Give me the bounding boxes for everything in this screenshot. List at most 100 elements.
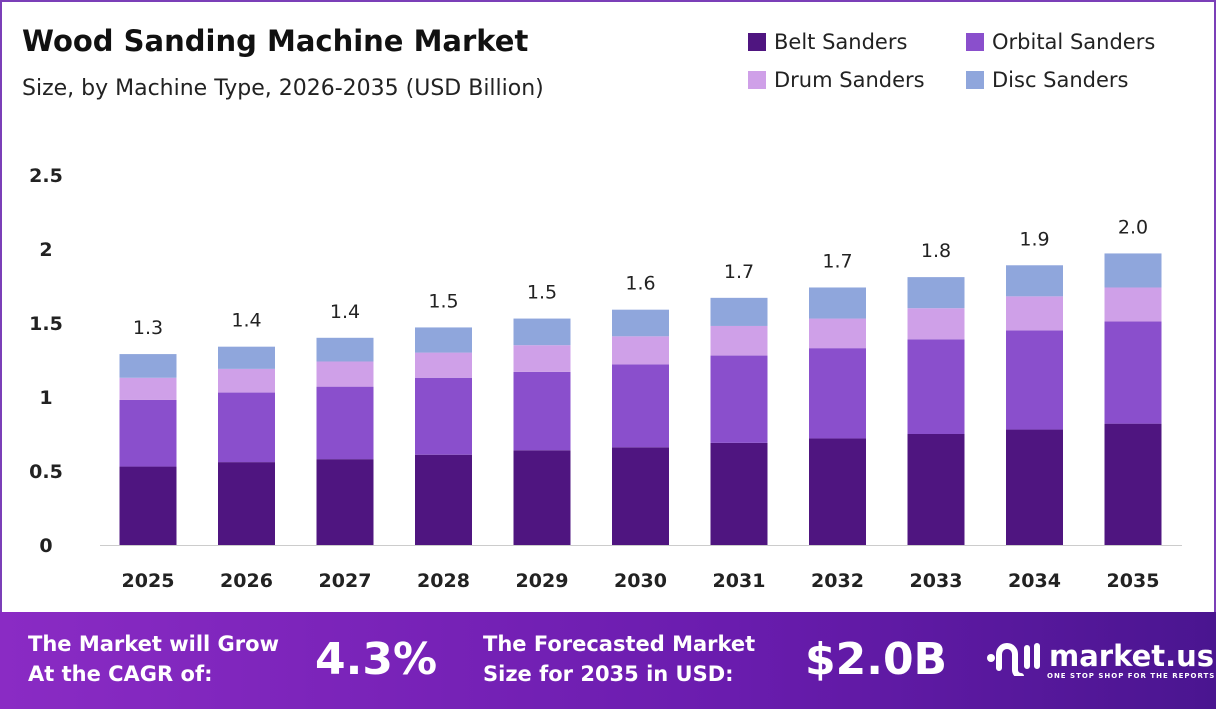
stacked-bar-chart: 0 0.5 1 1.5 2 2.5 1.3 2025 1.4 2026 1.4 2027 1.5 2028… xyxy=(29,165,1182,592)
bar-segment-disc-sanders xyxy=(513,318,571,346)
y-tick-label: 0 xyxy=(39,535,52,557)
total-label: 1.5 xyxy=(527,282,557,304)
chart-subtitle: Size, by Machine Type, 2026-2035 (USD Bi… xyxy=(22,76,544,101)
bar-segment-disc-sanders xyxy=(1006,265,1063,297)
market-us-logo: market.us ONE STOP SHOP FOR THE REPORTS xyxy=(985,636,1215,680)
bar-segment-disc-sanders xyxy=(710,297,768,326)
bar-segment-drum-sanders xyxy=(1104,287,1162,322)
total-label: 2.0 xyxy=(1118,216,1148,238)
y-tick-label: 2 xyxy=(39,239,52,261)
bar-segment-belt-sanders xyxy=(1104,423,1162,545)
bar-segment-orbital-sanders xyxy=(809,348,866,439)
bar-segment-orbital-sanders xyxy=(710,355,768,443)
bar-segment-orbital-sanders xyxy=(415,377,472,455)
bar-segment-drum-sanders xyxy=(218,368,275,393)
y-tick-label: 1.5 xyxy=(29,313,63,335)
legend-label: Belt Sanders xyxy=(774,30,908,54)
bar-segment-disc-sanders xyxy=(612,309,669,337)
bar-segment-belt-sanders xyxy=(119,466,177,545)
y-tick-label: 2.5 xyxy=(29,165,63,187)
total-label: 1.5 xyxy=(428,290,458,312)
bar-segment-drum-sanders xyxy=(809,318,866,349)
total-label: 1.8 xyxy=(921,240,951,262)
forecast-label-line: Size for 2035 in USD: xyxy=(483,662,734,686)
bar-segment-disc-sanders xyxy=(1104,253,1162,288)
legend-swatch xyxy=(748,71,766,89)
total-label: 1.4 xyxy=(231,310,261,332)
bar-segment-belt-sanders xyxy=(710,442,768,545)
bar-segment-belt-sanders xyxy=(218,462,275,545)
bar-segment-belt-sanders xyxy=(809,438,866,545)
total-label: 1.4 xyxy=(330,301,360,323)
bar-segment-disc-sanders xyxy=(218,346,275,369)
bar-segment-drum-sanders xyxy=(1006,296,1063,331)
legend-label: Disc Sanders xyxy=(992,68,1129,92)
legend-item-drum: Drum Sanders xyxy=(748,68,966,92)
bar-segment-drum-sanders xyxy=(415,352,472,378)
bar-segment-drum-sanders xyxy=(513,345,571,372)
bar-segment-drum-sanders xyxy=(612,336,669,365)
x-tick-label: 2027 xyxy=(319,570,372,592)
bar-segment-orbital-sanders xyxy=(907,339,965,434)
bar-segment-belt-sanders xyxy=(907,434,965,545)
y-tick-label: 1 xyxy=(39,387,52,409)
cagr-label: The Market will Grow At the CAGR of: xyxy=(28,629,279,689)
cagr-label-line: At the CAGR of: xyxy=(28,662,213,686)
cagr-value: 4.3% xyxy=(315,634,438,685)
legend: Belt Sanders Orbital Sanders Drum Sander… xyxy=(748,30,1186,92)
x-tick-label: 2028 xyxy=(417,570,470,592)
legend-swatch xyxy=(966,71,984,89)
total-label: 1.3 xyxy=(133,317,163,339)
logo-tagline: ONE STOP SHOP FOR THE REPORTS xyxy=(1047,672,1216,680)
bar-segment-disc-sanders xyxy=(907,277,965,309)
forecast-label-line: The Forecasted Market xyxy=(483,632,756,656)
bar-segment-belt-sanders xyxy=(1006,429,1063,545)
bar-segment-orbital-sanders xyxy=(119,399,177,467)
bar-segment-disc-sanders xyxy=(415,327,472,353)
logo-name: market.us xyxy=(1049,639,1215,673)
chart-title: Wood Sanding Machine Market xyxy=(22,24,529,58)
legend-label: Orbital Sanders xyxy=(992,30,1156,54)
forecast-value: $2.0B xyxy=(805,634,948,685)
bar-segment-disc-sanders xyxy=(119,354,177,378)
x-tick-label: 2025 xyxy=(122,570,175,592)
bar-segment-drum-sanders xyxy=(316,361,374,387)
x-tick-label: 2032 xyxy=(811,570,864,592)
bar-segment-orbital-sanders xyxy=(513,371,571,451)
bar-segment-drum-sanders xyxy=(907,308,965,340)
legend-item-disc: Disc Sanders xyxy=(966,68,1186,92)
bar-segment-disc-sanders xyxy=(316,337,374,362)
bar-segment-belt-sanders xyxy=(415,454,472,545)
bar-segment-belt-sanders xyxy=(513,450,571,545)
bar-segment-drum-sanders xyxy=(119,377,177,400)
x-tick-label: 2029 xyxy=(516,570,569,592)
x-tick-label: 2031 xyxy=(713,570,766,592)
legend-swatch xyxy=(966,33,984,51)
legend-swatch xyxy=(748,33,766,51)
bar-segment-orbital-sanders xyxy=(1006,330,1063,430)
legend-item-orbital: Orbital Sanders xyxy=(966,30,1186,54)
x-tick-label: 2034 xyxy=(1008,570,1061,592)
logo-icon xyxy=(987,643,1040,676)
bar-segment-orbital-sanders xyxy=(1104,321,1162,424)
x-tick-label: 2033 xyxy=(910,570,963,592)
cagr-label-line: The Market will Grow xyxy=(28,632,279,656)
footer-banner: The Market will Grow At the CAGR of: 4.3%… xyxy=(0,612,1216,709)
bar-segment-belt-sanders xyxy=(316,459,374,545)
total-label: 1.6 xyxy=(625,273,655,295)
total-label: 1.7 xyxy=(822,250,852,272)
total-label: 1.9 xyxy=(1019,228,1049,250)
bar-segment-orbital-sanders xyxy=(218,392,275,463)
y-tick-label: 0.5 xyxy=(29,461,63,483)
x-tick-label: 2030 xyxy=(614,570,667,592)
bar-segment-orbital-sanders xyxy=(316,386,374,460)
x-tick-label: 2035 xyxy=(1107,570,1160,592)
bar-segment-disc-sanders xyxy=(809,287,866,319)
bar-segment-orbital-sanders xyxy=(612,364,669,448)
x-tick-label: 2026 xyxy=(220,570,273,592)
forecast-label: The Forecasted Market Size for 2035 in US… xyxy=(483,629,755,689)
total-label: 1.7 xyxy=(724,261,754,283)
bar-segment-drum-sanders xyxy=(710,325,768,356)
legend-label: Drum Sanders xyxy=(774,68,925,92)
